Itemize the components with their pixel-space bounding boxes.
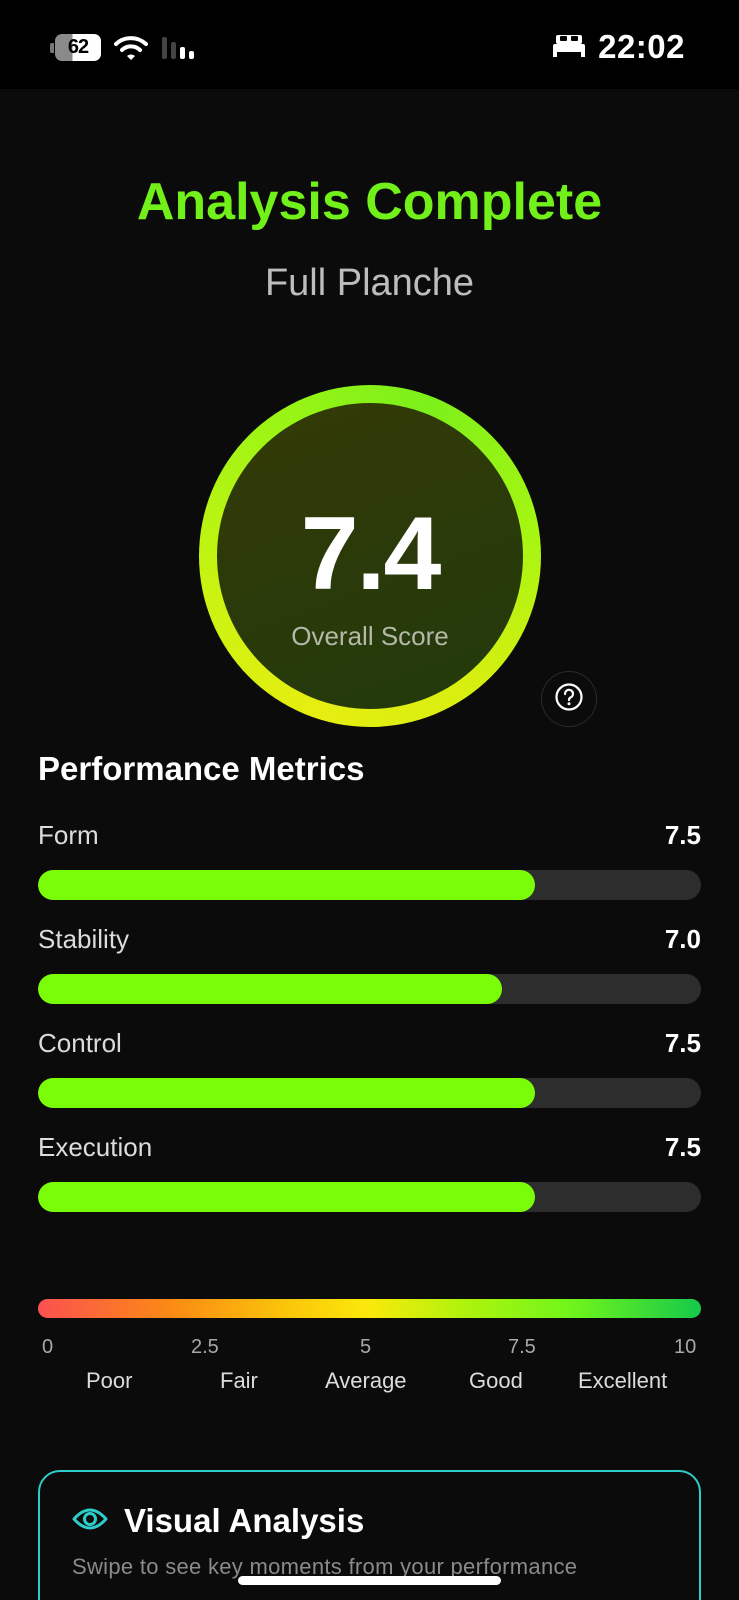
metric-value: 7.5 <box>664 1132 701 1162</box>
metric-fill <box>38 974 503 1004</box>
scale-tick: 5 <box>360 1336 372 1358</box>
question-circle-icon <box>554 682 584 717</box>
metric-value: 7.5 <box>664 1028 701 1058</box>
metric-form: Form 7.5 <box>38 820 701 900</box>
battery-icon: 62 <box>50 34 102 61</box>
metric-label: Control <box>38 1028 122 1058</box>
metric-control: Control 7.5 <box>38 1028 701 1108</box>
metric-track <box>38 974 701 1004</box>
scale-tick: 0 <box>42 1336 54 1358</box>
scale-tick: 2.5 <box>191 1336 219 1358</box>
exercise-name: Full Planche <box>264 262 475 304</box>
scale-categories: Poor Fair Average Good Excellent <box>38 1368 701 1398</box>
status-right: 22:02 <box>552 28 685 66</box>
status-left: 62 <box>50 34 200 61</box>
metric-label: Execution <box>38 1132 153 1162</box>
scale-category: Good <box>469 1368 523 1393</box>
metric-track <box>38 1078 701 1108</box>
wifi-icon <box>114 35 148 61</box>
scale-category: Poor <box>86 1368 133 1393</box>
score-scale-legend: 0 2.5 5 7.5 10 Poor Fair Average Good Ex… <box>38 1299 701 1398</box>
scale-ticks: 0 2.5 5 7.5 10 <box>38 1336 701 1366</box>
clock: 22:02 <box>598 28 685 65</box>
metric-label: Form <box>38 820 99 850</box>
score-inner: 7.4 Overall Score <box>217 403 523 709</box>
scale-category: Fair <box>220 1368 258 1393</box>
battery-level: 62 <box>55 34 101 61</box>
scale-category: Average <box>325 1368 407 1393</box>
scale-category: Excellent <box>578 1368 668 1393</box>
metric-track <box>38 870 701 900</box>
overall-score-label: Overall Score <box>291 621 449 651</box>
status-bar: 62 <box>0 0 739 89</box>
metric-value: 7.0 <box>664 924 701 954</box>
visual-analysis-title: Visual Analysis <box>124 1502 365 1539</box>
metric-track <box>38 1182 701 1212</box>
metric-fill <box>38 1078 536 1108</box>
scale-tick: 7.5 <box>508 1336 536 1358</box>
visual-analysis-header: Visual Analysis <box>72 1502 364 1540</box>
help-button[interactable] <box>541 671 597 727</box>
metric-stability: Stability 7.0 <box>38 924 701 1004</box>
scale-tick: 10 <box>674 1336 697 1358</box>
eye-icon <box>72 1506 108 1537</box>
metric-fill <box>38 1182 536 1212</box>
metric-value: 7.5 <box>664 820 701 850</box>
metric-label: Stability <box>38 924 130 954</box>
scale-gradient-bar <box>38 1299 701 1318</box>
metric-fill <box>38 870 536 900</box>
overall-score-value: 7.4 <box>300 496 442 612</box>
cellular-signal-icon <box>160 35 200 61</box>
visual-analysis-subtitle: Swipe to see key moments from your perfo… <box>72 1554 578 1579</box>
bed-sleep-mode-icon <box>552 33 586 62</box>
metric-execution: Execution 7.5 <box>38 1132 701 1212</box>
overall-score-ring: 7.4 Overall Score <box>199 385 541 727</box>
metrics-section-title: Performance Metrics <box>38 750 365 787</box>
home-indicator[interactable] <box>238 1576 501 1585</box>
page-title: Analysis Complete <box>136 173 603 231</box>
